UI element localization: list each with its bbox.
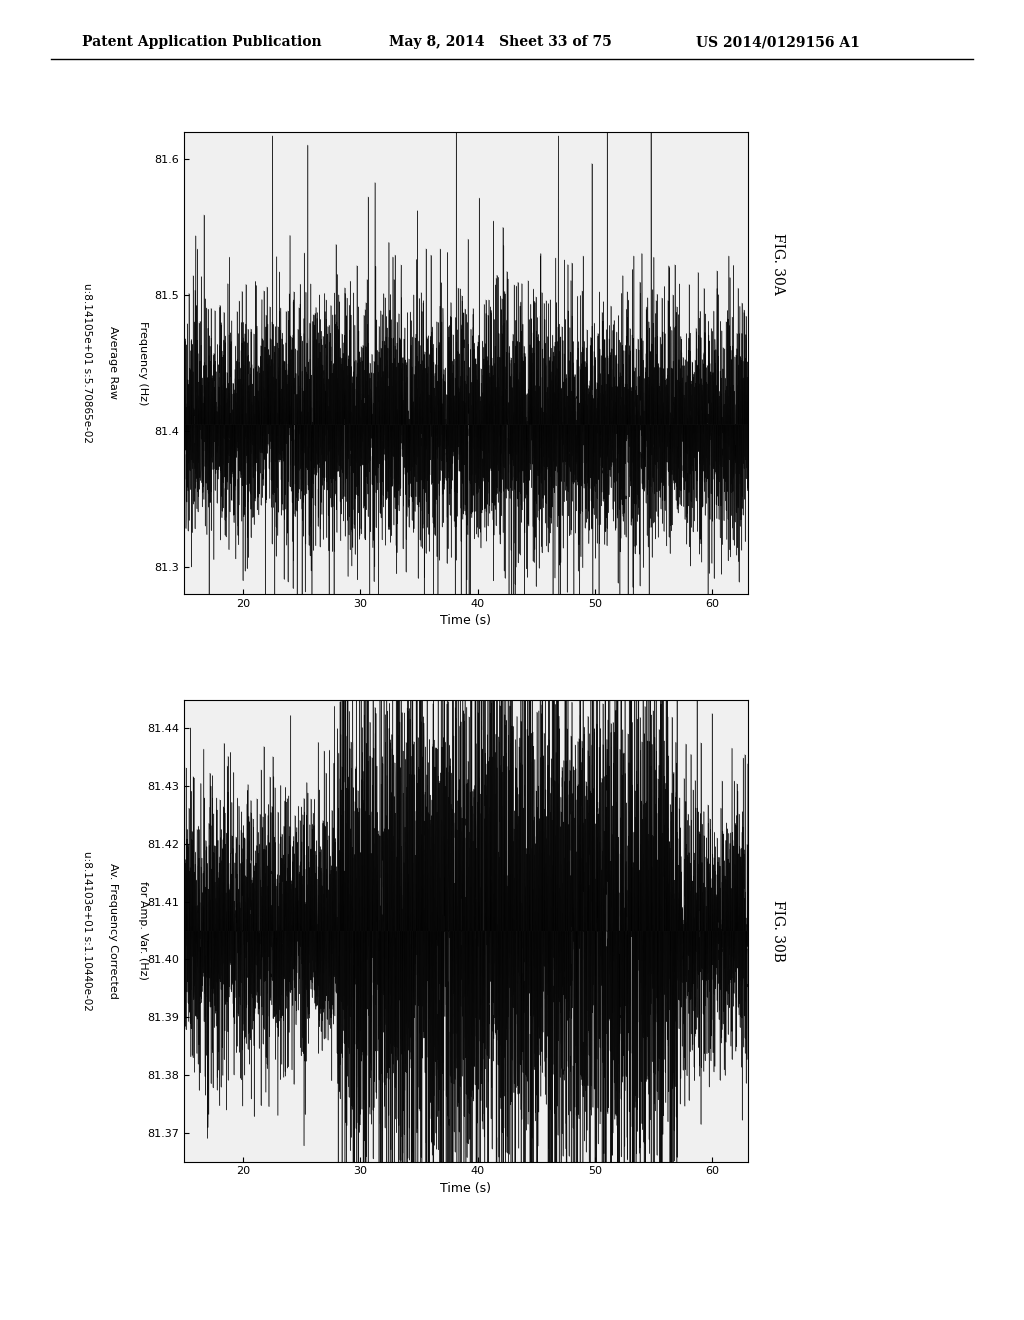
X-axis label: Time (s): Time (s) [440, 1181, 492, 1195]
Text: u:8.14103e+01 s:1.10440e-02: u:8.14103e+01 s:1.10440e-02 [82, 850, 92, 1011]
Text: FIG. 30A: FIG. 30A [771, 234, 785, 294]
Text: Patent Application Publication: Patent Application Publication [82, 36, 322, 49]
Text: for Amp. Var. (Hz): for Amp. Var. (Hz) [138, 882, 148, 979]
Text: US 2014/0129156 A1: US 2014/0129156 A1 [696, 36, 860, 49]
Text: u:8.14105e+01 s:5.70865e-02: u:8.14105e+01 s:5.70865e-02 [82, 282, 92, 444]
Text: Av. Frequency Corrected: Av. Frequency Corrected [108, 863, 118, 998]
Text: Frequency (Hz): Frequency (Hz) [138, 321, 148, 405]
Text: May 8, 2014   Sheet 33 of 75: May 8, 2014 Sheet 33 of 75 [389, 36, 612, 49]
Text: FIG. 30B: FIG. 30B [771, 900, 785, 961]
Text: Average Raw: Average Raw [108, 326, 118, 400]
X-axis label: Time (s): Time (s) [440, 614, 492, 627]
